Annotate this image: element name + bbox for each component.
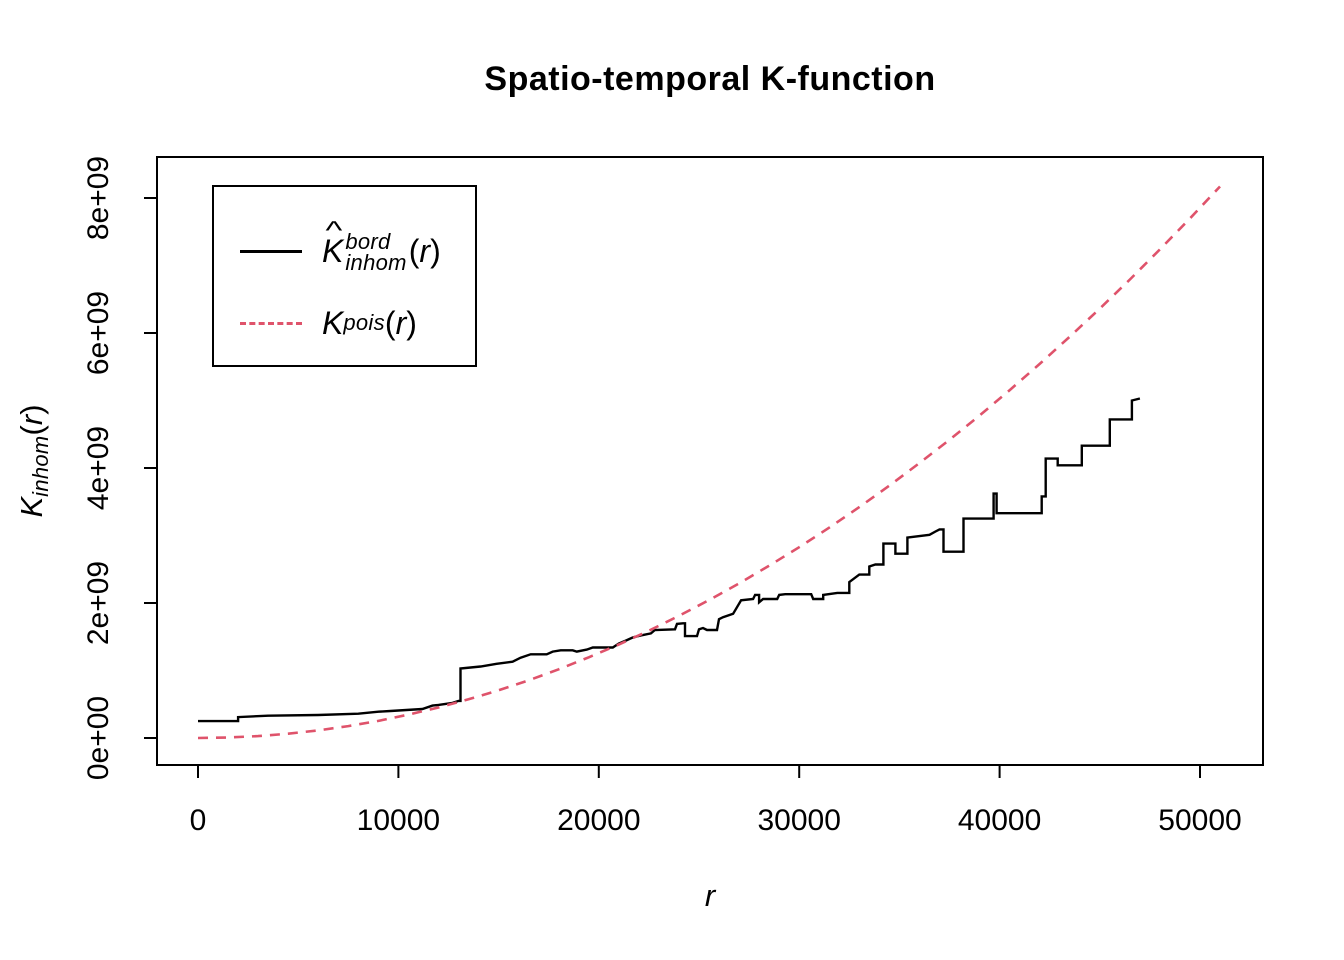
y-axis-tick-label: 8e+09 [82,156,115,240]
legend-empirical-arg: r [419,232,431,269]
x-axis-label: r [157,878,1263,914]
legend-poisson-base: K [322,304,344,341]
x-axis-tick-label: 50000 [1158,804,1241,837]
x-axis-tick-label: 40000 [958,804,1041,837]
legend-empirical-paren-open: ( [408,232,420,269]
y-axis-tick-label: 4e+09 [82,426,115,510]
y-axis-label-paren-close: ) [14,404,49,415]
legend-empirical-superscript: bord [345,229,391,254]
x-axis-tick-label: 0 [190,804,207,837]
legend-empirical-paren-close: ) [430,232,441,269]
legend-label-empirical: K ^ bord inhom(r) [322,217,441,275]
series-empirical-curve [198,397,1141,723]
series-poisson-curve [197,185,1221,740]
y-axis-tick-label: 2e+09 [82,561,115,645]
x-axis-label-text: r [704,878,716,913]
y-axis-tick-label: 0e+00 [82,696,115,780]
y-axis-tick-label: 6e+09 [82,291,115,375]
legend-entry-empirical: K ^ bord inhom(r) [240,215,441,287]
y-axis-label: Kinhom(r) [14,404,54,517]
x-axis-tick-label: 20000 [557,804,640,837]
legend-poisson-arg: r [395,304,407,341]
y-axis-label-base: K [14,496,49,518]
x-axis-tick-label: 10000 [357,804,440,837]
y-axis-label-paren-open: ( [14,425,49,436]
legend-poisson-paren-open: ( [384,304,396,341]
y-axis-label-subscript: inhom [28,435,53,497]
y-axis-label-arg: r [14,414,49,426]
plot-border [156,156,1264,766]
chart-title: Spatio-temporal K-function [484,60,936,98]
legend-empirical-base: K [322,232,344,269]
hat-accent: ^ [325,216,343,245]
legend-dashed-line-sample [240,321,302,325]
legend-empirical-subscript: inhom [345,250,407,275]
legend-solid-line-sample [240,249,302,253]
legend-poisson-subscript: pois [343,310,385,335]
x-axis-tick-label: 30000 [757,804,840,837]
legend-poisson-paren-close: ) [406,304,417,341]
